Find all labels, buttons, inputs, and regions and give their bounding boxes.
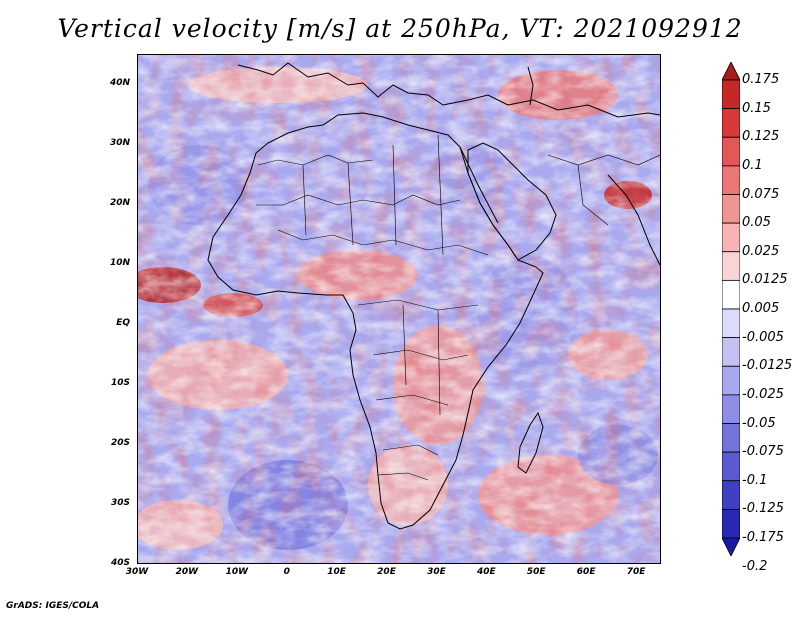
lat-tick-label: 30S	[110, 498, 130, 508]
colorbar-level-label: -0.175	[742, 530, 784, 545]
colorbar-level-label: 0.15	[742, 100, 771, 116]
colorbar-swatch	[721, 423, 741, 453]
lat-tick-label: 10N	[109, 258, 130, 268]
colorbar-level-label: 0.175	[742, 72, 780, 87]
country-borders	[256, 134, 660, 481]
colorbar-swatch	[721, 508, 741, 539]
colorbar-level-label: -0.1	[742, 472, 768, 488]
colorbar-swatch	[721, 537, 741, 557]
colorbar-level-label: 0.005	[742, 301, 780, 316]
colorbar-level-label: -0.125	[742, 501, 784, 517]
colorbar-swatch	[721, 308, 741, 339]
field-texture	[138, 55, 660, 563]
lat-tick-label: 30N	[109, 138, 130, 148]
colorbar-level-label: -0.025	[742, 386, 784, 402]
colorbar-swatch	[721, 394, 741, 424]
lon-tick-label: 20E	[377, 567, 396, 577]
colorbar-swatch	[721, 165, 741, 195]
colorbar-level-label: 0.025	[742, 243, 780, 259]
lat-tick-label: EQ	[116, 318, 130, 328]
lon-tick-label: 30E	[427, 567, 446, 577]
colorbar-swatch	[721, 108, 741, 138]
colorbar-swatch	[721, 365, 741, 396]
lon-tick-label: 0	[283, 567, 290, 577]
colorbar-swatch	[721, 222, 741, 253]
colorbar-swatch	[721, 194, 741, 224]
colorbar-swatch	[721, 61, 741, 81]
colorbar-level-label: -0.075	[742, 444, 784, 460]
lat-tick-label: 20S	[110, 438, 130, 448]
lat-tick-label: 10S	[110, 378, 130, 388]
colorbar-level-label: -0.2	[742, 558, 768, 574]
lon-tick-label: 10E	[327, 567, 346, 577]
colorbar-level-label: 0.1	[742, 157, 763, 173]
lat-tick-label: 40S	[110, 558, 130, 568]
colorbar-level-label: 0.05	[742, 215, 771, 231]
lon-tick-label: 10W	[225, 567, 249, 577]
colorbar-swatch	[721, 451, 741, 482]
lon-tick-label: 40E	[476, 567, 496, 577]
lon-tick-label: 30W	[125, 567, 149, 577]
chart-title: Vertical velocity [m/s] at 250hPa, VT: 2…	[57, 14, 743, 43]
colorbar-level-label: -0.0125	[742, 358, 793, 374]
coastlines	[207, 62, 660, 530]
colorbar-swatch	[721, 79, 741, 110]
colorbar-level-label: 0.0125	[742, 272, 788, 288]
colorbar-swatch	[721, 279, 741, 310]
colorbar-swatch	[721, 337, 741, 367]
colorbar	[721, 61, 741, 557]
colorbar-level-label: 0.125	[742, 129, 780, 145]
colorbar-swatch	[721, 480, 741, 510]
lat-tick-label: 40N	[109, 78, 130, 88]
colorbar-level-label: 0.075	[742, 186, 780, 202]
map-plot-area	[137, 54, 661, 564]
colorbar-swatch	[721, 136, 741, 167]
lon-tick-label: 70E	[626, 567, 646, 577]
colorbar-level-label: -0.005	[742, 329, 784, 345]
grads-credit: GrADS: IGES/COLA	[6, 601, 100, 611]
lon-tick-label: 50E	[526, 567, 546, 577]
lat-tick-label: 20N	[109, 198, 130, 208]
lon-tick-label: 20W	[175, 567, 199, 577]
colorbar-level-label: -0.05	[742, 415, 776, 431]
lon-tick-label: 60E	[576, 567, 596, 577]
colorbar-swatch	[721, 251, 741, 281]
